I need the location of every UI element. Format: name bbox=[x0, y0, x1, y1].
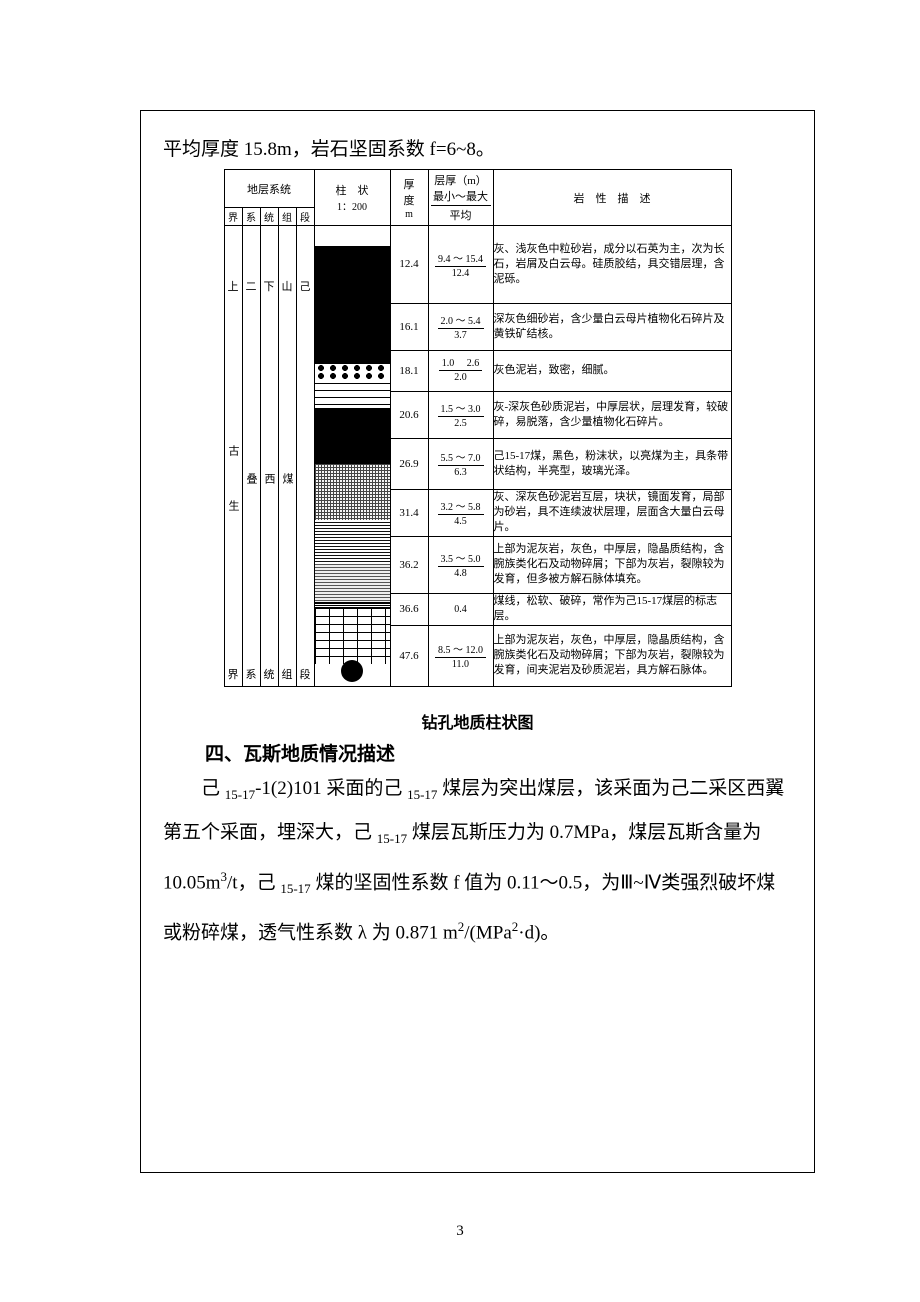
sys-bot-4: 段 bbox=[300, 666, 311, 682]
sys-top-4: 己 bbox=[300, 278, 311, 294]
hdr-column: 柱 状 1：200 bbox=[314, 170, 390, 226]
sys-col-1: 二 叠 系 bbox=[242, 226, 260, 687]
sys-col-0: 上 古生 界 bbox=[224, 226, 242, 687]
hdr-u4: 段 bbox=[296, 208, 314, 226]
lithology-column bbox=[314, 226, 390, 687]
seg-5 bbox=[315, 464, 390, 520]
seg-2 bbox=[315, 310, 390, 364]
desc-8: 上部为泥灰岩，灰色，中厚层，隐晶质结构，含腕族类化石及动物碎屑；下部为灰岩，裂隙… bbox=[493, 625, 731, 686]
sys-bot-3: 组 bbox=[282, 666, 293, 682]
stratigraphy-table: 地层系统 柱 状 1：200 厚 度 m 层厚（m） 最小～最大 平均 bbox=[224, 169, 732, 687]
depth-5: 31.4 bbox=[390, 489, 428, 536]
sys-top-1: 二 bbox=[246, 278, 257, 294]
seg-3 bbox=[315, 380, 390, 408]
figure-caption: 钻孔地质柱状图 bbox=[163, 709, 792, 733]
depth-3: 20.6 bbox=[390, 391, 428, 438]
seg-7 bbox=[315, 564, 390, 602]
page: 平均厚度 15.8m，岩石坚固系数 f=6~8。 地层系统 柱 状 1：200 … bbox=[0, 0, 920, 1302]
thk-6: 3.5 ～ 5.04.8 bbox=[428, 536, 493, 593]
sys-top-0: 上 bbox=[228, 278, 239, 294]
desc-2: 灰色泥岩，致密，细腻。 bbox=[493, 350, 731, 391]
intro-line: 平均厚度 15.8m，岩石坚固系数 f=6~8。 bbox=[163, 135, 792, 165]
thk-frac-4: 5.5 ～ 7.06.3 bbox=[438, 449, 484, 478]
hdr-thk-label: 层厚（m） bbox=[434, 175, 487, 187]
hdr-column-scale: 1：200 bbox=[337, 202, 367, 213]
thk-0: 9.4 ～ 15.412.4 bbox=[428, 226, 493, 304]
hdr-u2: 统 bbox=[260, 208, 278, 226]
thk-frac-8: 8.5 ～ 12.011.0 bbox=[435, 641, 486, 670]
hdr-thk-num: 最小～最大 bbox=[431, 188, 491, 205]
sys-col-4: 己 段 bbox=[296, 226, 314, 687]
lithology-stack bbox=[315, 226, 390, 686]
hdr-u1: 系 bbox=[242, 208, 260, 226]
thk-7: 0.4 bbox=[428, 593, 493, 625]
hdr-depth-unit: m bbox=[405, 209, 413, 220]
depth-6: 36.2 bbox=[390, 536, 428, 593]
thk-frac-5: 3.2 ～ 5.84.5 bbox=[438, 498, 484, 527]
seg-6 bbox=[315, 520, 390, 564]
sys-col-3: 山 煤 组 bbox=[278, 226, 296, 687]
hdr-depth: 厚 度 m bbox=[390, 170, 428, 226]
thk-1: 2.0 ～ 5.43.7 bbox=[428, 303, 493, 350]
desc-6: 上部为泥灰岩，灰色，中厚层，隐晶质结构，含腕族类化石及动物碎屑；下部为灰岩，裂隙… bbox=[493, 536, 731, 593]
thk-5: 3.2 ～ 5.84.5 bbox=[428, 489, 493, 536]
sys-mid-1: 叠 bbox=[243, 363, 259, 598]
seg-4 bbox=[315, 408, 390, 464]
desc-7: 煤线，松软、破碎，常作为己15-17煤层的标志层。 bbox=[493, 593, 731, 625]
hdr-thk-frac: 最小～最大 平均 bbox=[429, 188, 493, 223]
hdr-column-label: 柱 状 bbox=[336, 185, 369, 197]
depth-2: 18.1 bbox=[390, 350, 428, 391]
sys-bot-0: 界 bbox=[228, 666, 239, 682]
hdr-depth-l2: 度 bbox=[404, 195, 415, 207]
depth-7: 36.6 bbox=[390, 593, 428, 625]
thk-frac-2: 1.0 2.62.0 bbox=[439, 358, 483, 383]
depth-0: 12.4 bbox=[390, 226, 428, 304]
thk-4: 5.5 ～ 7.06.3 bbox=[428, 438, 493, 489]
section4-paragraph: 己 15-17-1(2)101 采面的己 15-17 煤层为突出煤层，该采面为己… bbox=[163, 770, 792, 952]
sys-mid-2: 西 bbox=[261, 363, 277, 598]
thk-frac-3: 1.5 ～ 3.02.5 bbox=[438, 400, 484, 429]
desc-3: 灰-深灰色砂质泥岩，中厚层状，层理发育，较破碎，易脱落，含少量植物化石碎片。 bbox=[493, 391, 731, 438]
depth-4: 26.9 bbox=[390, 438, 428, 489]
content-frame: 平均厚度 15.8m，岩石坚固系数 f=6~8。 地层系统 柱 状 1：200 … bbox=[140, 110, 815, 1173]
desc-1: 深灰色细砂岩，含少量白云母片植物化石碎片及黄铁矿结核。 bbox=[493, 303, 731, 350]
seg-blank bbox=[315, 226, 390, 246]
strat-row-0: 上 古生 界 二 叠 系 下 西 统 山 煤 组 bbox=[224, 226, 731, 304]
hdr-u0: 界 bbox=[224, 208, 242, 226]
thk-frac-1: 2.0 ～ 5.43.7 bbox=[438, 312, 484, 341]
thk-3: 1.5 ～ 3.02.5 bbox=[428, 391, 493, 438]
desc-0: 灰、浅灰色中粒砂岩，成分以石英为主，次为长石，岩屑及白云母。硅质胶结，具交错层理… bbox=[493, 226, 731, 304]
depth-1: 16.1 bbox=[390, 303, 428, 350]
thk-2: 1.0 2.62.0 bbox=[428, 350, 493, 391]
hdr-desc: 岩 性 描 述 bbox=[493, 170, 731, 226]
page-number: 3 bbox=[0, 1223, 920, 1240]
sys-top-2: 下 bbox=[264, 278, 275, 294]
sys-bot-1: 系 bbox=[246, 666, 257, 682]
thk-frac-0: 9.4 ～ 15.412.4 bbox=[435, 250, 486, 279]
sys-mid-3: 煤 bbox=[279, 363, 295, 598]
seg-2b bbox=[315, 364, 390, 380]
depth-8: 47.6 bbox=[390, 625, 428, 686]
seg-1 bbox=[315, 246, 390, 310]
thk-frac-6: 3.5 ～ 5.04.8 bbox=[438, 550, 484, 579]
sys-col-2: 下 西 统 bbox=[260, 226, 278, 687]
thk-single-7: 0.4 bbox=[454, 604, 467, 615]
hdr-thk-den: 平均 bbox=[431, 205, 491, 223]
sys-mid-0: 古生 bbox=[225, 405, 241, 555]
section4-heading: 四、瓦斯地质情况描述 bbox=[205, 739, 792, 766]
hdr-thickness: 层厚（m） 最小～最大 平均 bbox=[428, 170, 493, 226]
desc-5: 灰、深灰色砂泥岩互层，块状，镜面发育，局部为砂岩，具不连续波状层理，层面含大量白… bbox=[493, 489, 731, 536]
hdr-u3: 组 bbox=[278, 208, 296, 226]
hdr-system: 地层系统 bbox=[224, 170, 314, 208]
thk-8: 8.5 ～ 12.011.0 bbox=[428, 625, 493, 686]
seg-10 bbox=[315, 664, 390, 686]
hdr-depth-l1: 厚 bbox=[404, 179, 415, 191]
desc-4: 己15-17煤，黑色，粉沫状，以亮煤为主，具条带状结构，半亮型，玻璃光泽。 bbox=[493, 438, 731, 489]
seg-9 bbox=[315, 608, 390, 664]
sys-bot-2: 统 bbox=[264, 666, 275, 682]
sys-top-3: 山 bbox=[282, 278, 293, 294]
